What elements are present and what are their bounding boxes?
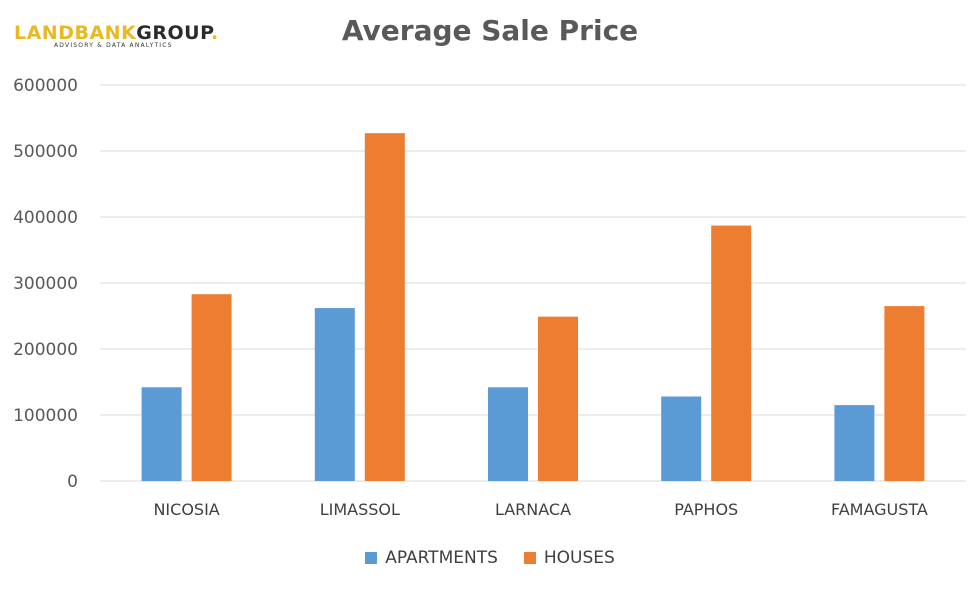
bar-houses-nicosia [191, 294, 232, 481]
y-tick-label: 600000 [13, 76, 78, 96]
x-category-label: FAMAGUSTA [831, 500, 928, 519]
x-category-label: LIMASSOL [320, 500, 400, 519]
y-tick-label: 400000 [13, 208, 78, 228]
y-tick-label: 100000 [13, 406, 78, 426]
x-category-label: LARNACA [495, 500, 571, 519]
y-tick-label: 300000 [13, 274, 78, 294]
x-category-label: NICOSIA [153, 500, 219, 519]
bar-apartments-nicosia [141, 387, 182, 481]
brand-logo: LANDBANKGROUP. ADVISORY & DATA ANALYTICS [14, 22, 219, 49]
bar-houses-famagusta [884, 306, 925, 481]
chart-legend: APARTMENTS HOUSES [0, 548, 980, 568]
legend-item-houses: HOUSES [523, 548, 615, 568]
legend-swatch-apartments [365, 552, 378, 564]
bar-houses-larnaca [538, 316, 578, 481]
legend-label-houses: HOUSES [543, 548, 615, 568]
logo-dot: . [211, 22, 219, 44]
bar-apartments-paphos [661, 396, 702, 481]
bar-houses-limassol [364, 133, 405, 481]
legend-swatch-houses [523, 552, 536, 564]
bar-apartments-limassol [314, 308, 355, 481]
logo-tagline: ADVISORY & DATA ANALYTICS [54, 42, 173, 49]
logo-part-2: GROUP [136, 22, 212, 44]
bar-apartments-famagusta [834, 405, 875, 481]
chart-title: Average Sale Price [341, 14, 639, 47]
y-tick-label: 500000 [13, 142, 78, 162]
x-category-label: PAPHOS [674, 500, 738, 519]
legend-label-apartments: APARTMENTS [385, 548, 498, 568]
logo-part-1: LANDBANK [14, 22, 137, 44]
logo-wordmark: LANDBANKGROUP. [14, 22, 219, 44]
bar-houses-paphos [711, 225, 752, 481]
y-tick-label: 0 [67, 472, 78, 492]
y-tick-label: 200000 [13, 340, 78, 360]
legend-item-apartments: APARTMENTS [365, 548, 498, 568]
bar-apartments-larnaca [488, 387, 528, 481]
